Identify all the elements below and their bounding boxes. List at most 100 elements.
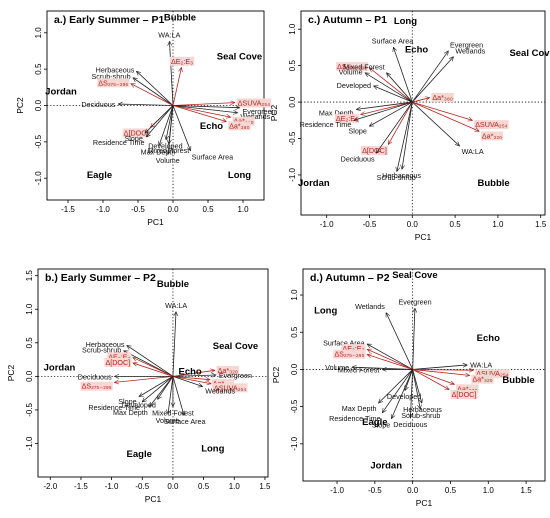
plot-frame [302,268,546,482]
y-tick-label: 1.5 [25,270,34,282]
loading-arrow [133,358,174,377]
loading-arrow [115,375,173,382]
loading-label-highlight [216,365,239,375]
y-tick-label: 1.0 [288,23,297,35]
site-label: Long [394,16,417,27]
loading-arrow [412,369,474,370]
loading-label: Volume [156,156,180,165]
loading-arrow [397,101,413,171]
plot-frame [300,10,546,216]
loading-label: ΔE₂:E₃ [171,57,193,66]
loading-label: Δa*₃₈₀ [229,121,250,130]
loading-label-highlight [474,120,509,130]
panel-3: -2.0 -1.5 -1.0 -0.5 0.0 0.5 1.0 1.5 -1.0 -0.5 0.0 0… [6,268,271,504]
x-tick-label: -1.5 [61,205,75,214]
y-tick-label: 0.0 [34,99,43,111]
loading-label: Wetlands [205,386,235,395]
loading-arrow [367,349,413,370]
loading-arrow [168,105,174,155]
y-tick-label: -0.5 [34,134,43,148]
loading-label: ΔSUVA₂₅₄ [475,120,508,129]
x-axis-label: PC1 [415,232,432,242]
x-tick-label: -1.5 [74,482,88,491]
loading-arrow [172,105,226,122]
loading-label: Residence Time [88,403,140,412]
site-label: Bubble [502,375,534,386]
loading-arrow [354,101,413,120]
loading-label: WA:LA [470,361,492,370]
loading-arrow [402,102,413,169]
loading-label: Scrub-shrub [401,411,440,420]
loading-label: Slope [348,127,366,136]
loading-label: WA:LA [165,301,187,310]
loading-arrow [137,71,174,106]
y-tick-label: 0.0 [288,96,297,108]
loading-label: Evergreen [219,371,252,380]
site-label: Long [228,170,251,181]
loading-label: Mixed Forest [152,409,194,418]
loading-arrow [172,68,181,106]
loading-label: ΔS₂₇₅₋₂₉₅ [334,350,364,359]
x-tick-label: 0.0 [167,482,179,491]
loading-label: Max Depth [319,109,354,118]
site-label: Bubble [164,12,196,23]
loading-label-highlight [228,121,251,131]
loading-label: Developed [122,401,156,410]
loading-label: Residence Time [93,138,145,147]
y-axis-label: PC2 [6,364,16,381]
x-axis-label: PC1 [147,217,164,227]
loading-label-highlight [333,349,366,359]
x-tick-label: 1.0 [237,205,249,214]
loading-label: Slope [118,397,136,406]
loading-label: Herbaceous [382,171,421,180]
loading-label: Developed [148,142,182,151]
loading-arrow [172,105,240,108]
loading-arrow [150,376,174,406]
loading-arrow [172,105,237,113]
site-label: Eagle [87,170,112,181]
y-tick-label: 0.0 [25,370,34,382]
site-label: Seal Cove [213,341,258,352]
loading-arrow [131,84,174,106]
loading-label: ΔS₂₇₅₋₂₉₅ [337,62,367,71]
loading-arrow [146,105,174,137]
panel-2: -1.0 -0.5 0.0 0.5 1.0 1.5 -1.0 -0.5 0.0 0.5 1.0 PC1… [269,10,550,242]
loading-arrow [412,101,459,146]
loading-arrow [412,369,422,402]
loading-arrow [145,105,174,134]
y-tick-label: -0.5 [25,402,34,416]
loading-label: Max Depth [342,404,377,413]
y-tick-label: 0.5 [288,60,297,72]
loading-arrow [133,78,174,106]
loading-label: Developed [387,392,421,401]
site-label: Bubble [157,279,189,290]
loading-label-highlight [212,383,248,393]
site-label: Echo [477,333,500,344]
x-axis-label: PC1 [145,494,162,504]
site-label: Seal Cove [509,48,550,59]
loading-arrow [379,369,413,402]
loading-arrow [172,375,211,383]
loading-label-highlight [334,114,360,124]
x-tick-label: 0.0 [167,205,179,214]
loading-label-highlight [480,131,504,141]
loading-label: ΔSUVA₂₅₄ [476,369,509,378]
loading-arrow [412,101,472,120]
panel-title: b.) Early Summer – P2 [45,272,156,284]
x-tick-label: -1.0 [96,205,110,214]
y-tick-label: 1.0 [25,303,34,315]
loading-label: Developed [337,81,371,90]
loading-label: Evergreen [398,297,431,306]
x-tick-label: 1.5 [521,486,533,495]
loading-label: Residence Time [329,414,381,423]
loading-label: ΔSUVA₂₅₄ [238,98,271,107]
loading-label: Herbaceous [403,405,442,414]
site-label: Jordan [370,460,402,471]
loading-arrow [412,101,479,131]
loading-label: Δ[DOC] [452,390,477,399]
loading-label: Volume [156,416,180,425]
loading-arrow [369,101,413,126]
loading-label-highlight [431,92,454,102]
y-tick-label: 0.0 [290,363,299,375]
